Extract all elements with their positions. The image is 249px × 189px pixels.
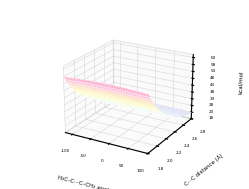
X-axis label: H₃C–C···C–CH₃ angle: H₃C–C···C–CH₃ angle [57, 176, 112, 189]
Y-axis label: C···C distance (Å): C···C distance (Å) [184, 153, 225, 187]
